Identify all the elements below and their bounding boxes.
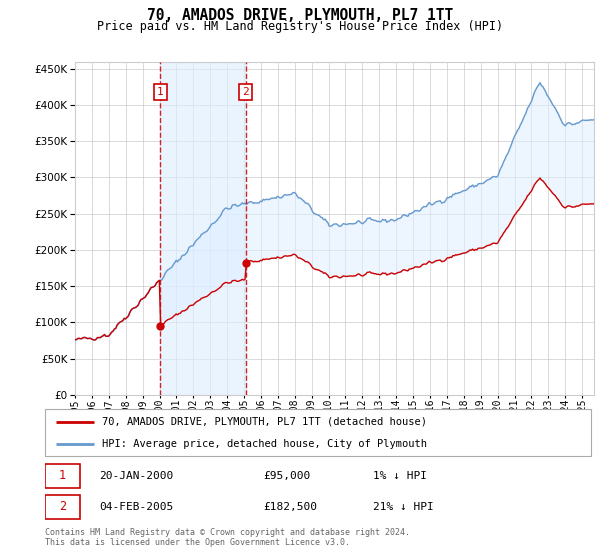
Text: 2: 2 [242,87,249,97]
Text: 1: 1 [157,87,164,97]
Text: 1: 1 [59,469,66,483]
Text: 1% ↓ HPI: 1% ↓ HPI [373,471,427,481]
Text: 20-JAN-2000: 20-JAN-2000 [100,471,174,481]
Text: HPI: Average price, detached house, City of Plymouth: HPI: Average price, detached house, City… [103,438,427,449]
Text: 70, AMADOS DRIVE, PLYMOUTH, PL7 1TT (detached house): 70, AMADOS DRIVE, PLYMOUTH, PL7 1TT (det… [103,417,427,427]
Text: 21% ↓ HPI: 21% ↓ HPI [373,502,433,512]
Text: £95,000: £95,000 [263,471,311,481]
FancyBboxPatch shape [45,464,80,488]
Text: £182,500: £182,500 [263,502,317,512]
Bar [160,62,245,395]
Text: 04-FEB-2005: 04-FEB-2005 [100,502,174,512]
Text: 2: 2 [59,500,66,514]
FancyBboxPatch shape [45,409,591,456]
Text: Contains HM Land Registry data © Crown copyright and database right 2024.
This d: Contains HM Land Registry data © Crown c… [45,528,410,547]
FancyBboxPatch shape [45,494,80,519]
Text: Price paid vs. HM Land Registry's House Price Index (HPI): Price paid vs. HM Land Registry's House … [97,20,503,32]
Text: 70, AMADOS DRIVE, PLYMOUTH, PL7 1TT: 70, AMADOS DRIVE, PLYMOUTH, PL7 1TT [147,8,453,24]
